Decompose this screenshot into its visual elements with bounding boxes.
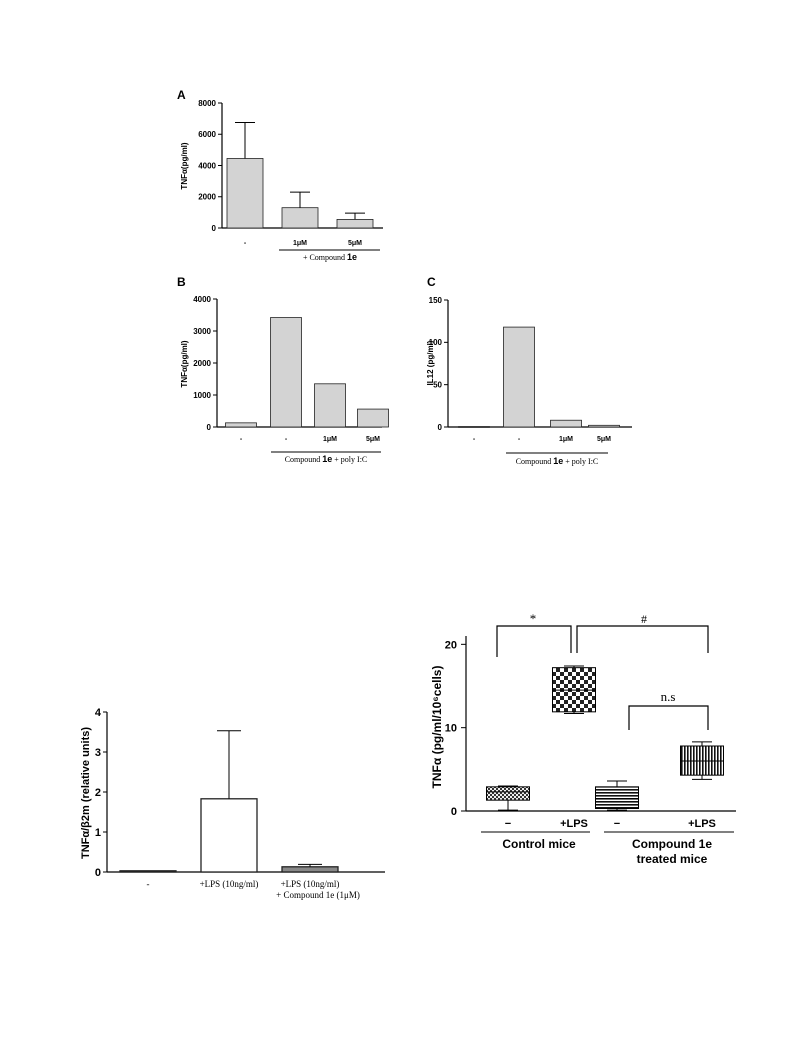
panel-d-ytick-label: 2 [95, 787, 101, 799]
panel-a-ytick-label: 2000 [198, 193, 216, 202]
panel-b-ytick-label: 1000 [193, 391, 211, 400]
panel-e-ylabel: TNFα (pg/ml/10⁶cells) [430, 666, 444, 789]
panel-b-ytick-label: 4000 [193, 295, 211, 304]
panel-e-bracket-hash [576, 625, 709, 653]
panel-e-plot: 0 10 20 − +LPS − +LPS [445, 636, 736, 830]
panel-a-ytick-label: 6000 [198, 130, 216, 139]
panel-d-ytick-label: 3 [95, 747, 101, 759]
panel-c-label: C [427, 275, 436, 289]
panel-b-bar [357, 408, 389, 428]
panel-a-group-label: + Compound 1e [303, 252, 357, 262]
panel-c: C IL12 (pg/ml) 0 50 100 150 - - 1μM 5μM Compoun… [426, 275, 632, 466]
panel-a-ytick-label: 4000 [198, 161, 216, 170]
panel-b-bar [225, 422, 257, 428]
panel-d-ylabel: TNFα/β2m (relative units) [80, 727, 92, 859]
panel-b-ytick-label: 2000 [193, 359, 211, 368]
panel-b-label: B [177, 275, 186, 289]
panel-b-category-label: 5μM [366, 436, 380, 443]
panel-e-category-label: − [505, 818, 511, 830]
panel-d-bar [281, 866, 339, 873]
panel-e-bracket-ns [628, 705, 709, 730]
panel-b-plot: 0 1000 2000 3000 4000 - - 1μM 5μM [193, 295, 389, 443]
panel-a: A TNFα(pg/ml) 0 2000 4000 6000 8000 - 1μM 5μM +… [177, 88, 383, 262]
panel-d-category-label: +LPS (10ng/ml) [281, 879, 340, 889]
panel-c-plot: 0 50 100 150 - - 1μM 5μM [429, 296, 632, 443]
panel-a-category-label: 1μM [293, 240, 307, 247]
panel-e-group-treated-line2: treated mice [637, 852, 708, 866]
panel-c-ylabel: IL12 (pg/ml) [426, 340, 435, 385]
panel-c-bar [503, 326, 535, 428]
panel-c-bar [458, 426, 490, 428]
panel-c-category-label: - [473, 436, 476, 443]
panel-b-category-label: - [285, 436, 288, 443]
panel-c-group-suffix: + poly I:C [563, 457, 598, 466]
panel-e-annotation-hash: # [641, 612, 647, 626]
panel-d-bar [119, 870, 177, 873]
panel-a-category-label: - [244, 240, 247, 247]
panel-c-category-label: 5μM [597, 436, 611, 443]
panel-e-ytick-label: 0 [451, 806, 457, 818]
panel-c-group-prefix: Compound [516, 457, 554, 466]
panel-d-category-label: +LPS (10ng/ml) [200, 879, 259, 889]
panel-e-group-treated-line1: Compound 1e [632, 837, 712, 851]
panel-e-category-label: +LPS [560, 818, 588, 830]
panel-e-annotation-star: * [530, 611, 537, 626]
panel-b-group-bold: 1e [322, 454, 332, 464]
panel-a-bar [336, 219, 374, 229]
panel-c-ytick-label: 150 [429, 296, 443, 305]
panel-d-ytick-label: 4 [95, 707, 102, 719]
panel-e-annotation-ns: n.s [661, 689, 676, 704]
panel-b-group-prefix: Compound [285, 455, 323, 464]
panel-d-category-label-line2: + Compound 1e (1μM) [276, 890, 360, 900]
panel-b-category-label: 1μM [323, 436, 337, 443]
panel-d: TNFα/β2m (relative units) 0 1 2 3 4 - +LPS (10… [80, 707, 385, 900]
panel-e-category-label: +LPS [688, 818, 716, 830]
panel-b-ytick-label: 0 [207, 423, 212, 432]
panel-b-category-label: - [240, 436, 243, 443]
panel-c-category-label: 1μM [559, 436, 573, 443]
panel-b-bar [270, 317, 302, 428]
panel-a-plot: 0 2000 4000 6000 8000 - 1μM 5μM [198, 99, 383, 247]
panel-e-ytick-label: 20 [445, 639, 457, 651]
panel-c-ytick-label: 100 [429, 338, 443, 347]
panel-a-group-bold: 1e [347, 252, 357, 262]
panel-b-ylabel: TNFα(pg/ml) [180, 340, 189, 387]
panel-e-box [486, 786, 530, 801]
panel-e-ytick-label: 10 [445, 723, 457, 735]
panel-a-ytick-label: 8000 [198, 99, 216, 108]
panel-c-group-label: Compound 1e + poly I:C [516, 456, 599, 466]
panel-e-bracket-star [496, 625, 572, 657]
panel-c-ytick-label: 50 [433, 380, 442, 389]
panel-a-ytick-label: 0 [212, 224, 217, 233]
panel-e-box [595, 786, 639, 809]
panel-d-ytick-label: 0 [95, 867, 101, 879]
panel-b-bar [314, 383, 346, 428]
panel-a-category-label: 5μM [348, 240, 362, 247]
panel-e-category-label: − [614, 818, 620, 830]
panel-a-ylabel: TNFα(pg/ml) [180, 142, 189, 189]
panel-d-ytick-label: 1 [95, 827, 101, 839]
panel-a-group-prefix: + Compound [303, 253, 347, 262]
panel-c-bar [588, 424, 620, 428]
panel-b-group-label: Compound 1e + poly I:C [285, 454, 368, 464]
panel-a-label: A [177, 88, 186, 102]
panel-c-ytick-label: 0 [438, 423, 443, 432]
panel-a-bar [281, 207, 319, 229]
panel-d-bar [200, 798, 258, 873]
panel-e-group-control: Control mice [502, 837, 576, 851]
panel-d-category-label: - [147, 879, 150, 889]
panel-c-group-bold: 1e [553, 456, 563, 466]
panel-b-ytick-label: 3000 [193, 327, 211, 336]
panel-a-bar [226, 158, 264, 229]
panel-c-bar [550, 419, 582, 428]
panel-c-category-label: - [518, 436, 521, 443]
panel-b-group-suffix: + poly I:C [332, 455, 367, 464]
